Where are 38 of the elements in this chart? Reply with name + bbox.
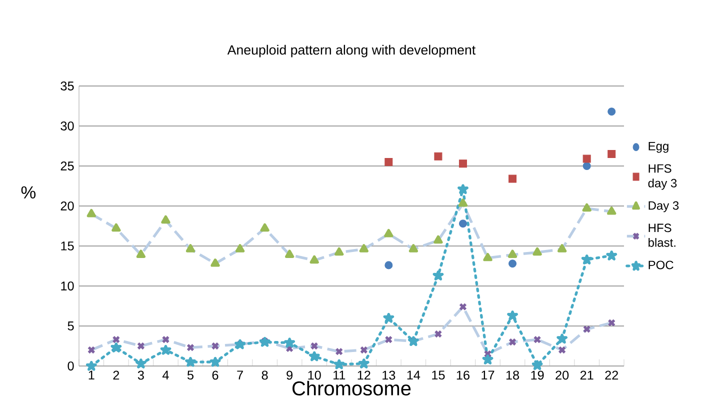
y-tick-label: 0: [68, 362, 74, 370]
chart-title: Aneuploid pattern along with development: [227, 44, 476, 58]
y-tick-label: 10: [61, 282, 74, 290]
y-axis-title: %: [21, 186, 36, 198]
legend-label: Egg: [648, 142, 668, 153]
x-tick-label: 8: [262, 370, 268, 380]
y-tick-label: 15: [61, 242, 74, 250]
x-tick-label: 11: [334, 370, 346, 380]
x-tick-label: 12: [358, 370, 370, 380]
x-tick-label: 22: [605, 370, 618, 380]
x-tick-label: 14: [407, 370, 420, 380]
x-tick-label: 5: [187, 370, 194, 380]
x-tick-label: 3: [138, 370, 144, 380]
x-tick-label: 20: [556, 370, 569, 380]
y-tick-label: 20: [60, 202, 74, 210]
y-tick-label: 25: [60, 162, 74, 170]
x-tick-label: 17: [482, 370, 494, 380]
x-tick-label: 16: [456, 370, 470, 380]
x-tick-label: 9: [286, 370, 292, 380]
x-tick-label: 21: [580, 370, 594, 380]
legend-label: HFS day 3: [648, 164, 677, 190]
y-tick-label: 30: [60, 122, 74, 130]
x-tick-label: 1: [88, 370, 94, 380]
legend-label: Day 3: [648, 201, 679, 212]
x-axis-title: Chromosome: [292, 380, 411, 396]
legend-label: POC: [648, 260, 674, 270]
x-tick-label: 4: [162, 370, 169, 380]
x-tick-label: 19: [531, 370, 544, 380]
x-tick-label: 15: [432, 370, 445, 380]
x-tick-label: 18: [506, 370, 520, 380]
x-tick-label: 6: [212, 370, 218, 380]
legend-label: HFS blast.: [648, 224, 676, 247]
x-tick-label: 7: [237, 370, 243, 380]
y-tick-label: 35: [60, 82, 74, 90]
x-tick-label: 13: [382, 370, 396, 380]
x-tick-label: 2: [113, 370, 120, 380]
x-tick-label: 10: [308, 370, 321, 380]
y-tick-label: 5: [68, 322, 74, 330]
